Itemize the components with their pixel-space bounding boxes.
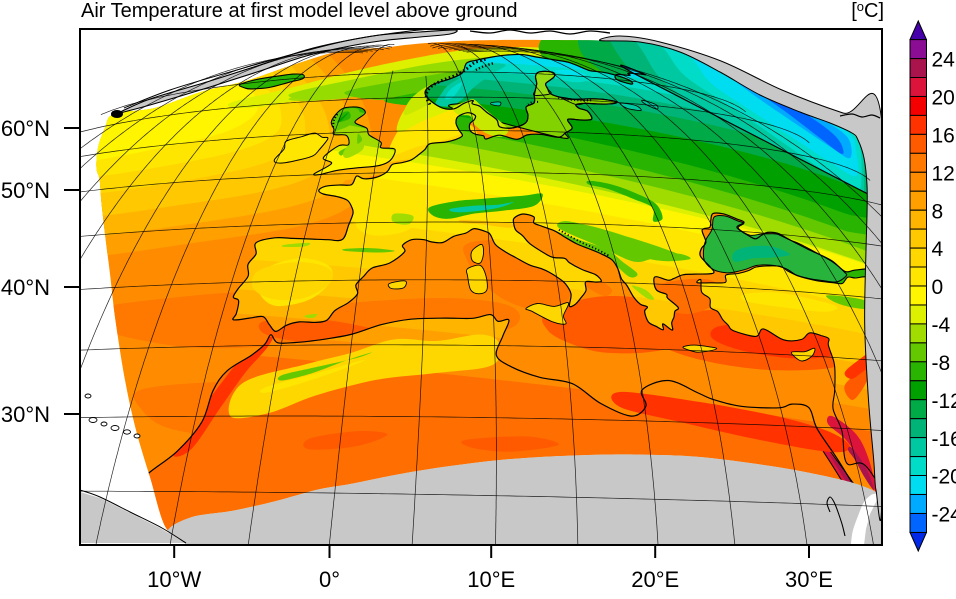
svg-text:12: 12	[932, 162, 955, 185]
svg-text:50°N: 50°N	[1, 178, 50, 203]
svg-text:-24: -24	[932, 504, 956, 527]
svg-text:10°E: 10°E	[467, 567, 515, 592]
svg-text:16: 16	[932, 125, 955, 148]
svg-text:-4: -4	[932, 314, 951, 337]
svg-text:-20: -20	[932, 466, 956, 489]
svg-text:30°N: 30°N	[1, 402, 50, 427]
svg-text:20: 20	[932, 87, 955, 110]
svg-text:60°N: 60°N	[1, 116, 50, 141]
svg-text:[oC]: [oC]	[851, 0, 884, 22]
svg-text:Air Temperature at first model: Air Temperature at first model level abo…	[81, 0, 518, 22]
svg-text:20°E: 20°E	[631, 567, 679, 592]
svg-text:0°: 0°	[319, 567, 340, 592]
svg-text:4: 4	[932, 238, 944, 261]
svg-text:-16: -16	[932, 428, 956, 451]
svg-text:40°N: 40°N	[1, 275, 50, 300]
svg-text:10°W: 10°W	[147, 567, 201, 592]
svg-text:-8: -8	[932, 352, 951, 375]
svg-text:-12: -12	[932, 390, 956, 413]
svg-text:24: 24	[932, 49, 956, 72]
svg-text:30°E: 30°E	[785, 567, 833, 592]
svg-text:8: 8	[932, 200, 944, 223]
svg-text:0: 0	[932, 276, 944, 299]
